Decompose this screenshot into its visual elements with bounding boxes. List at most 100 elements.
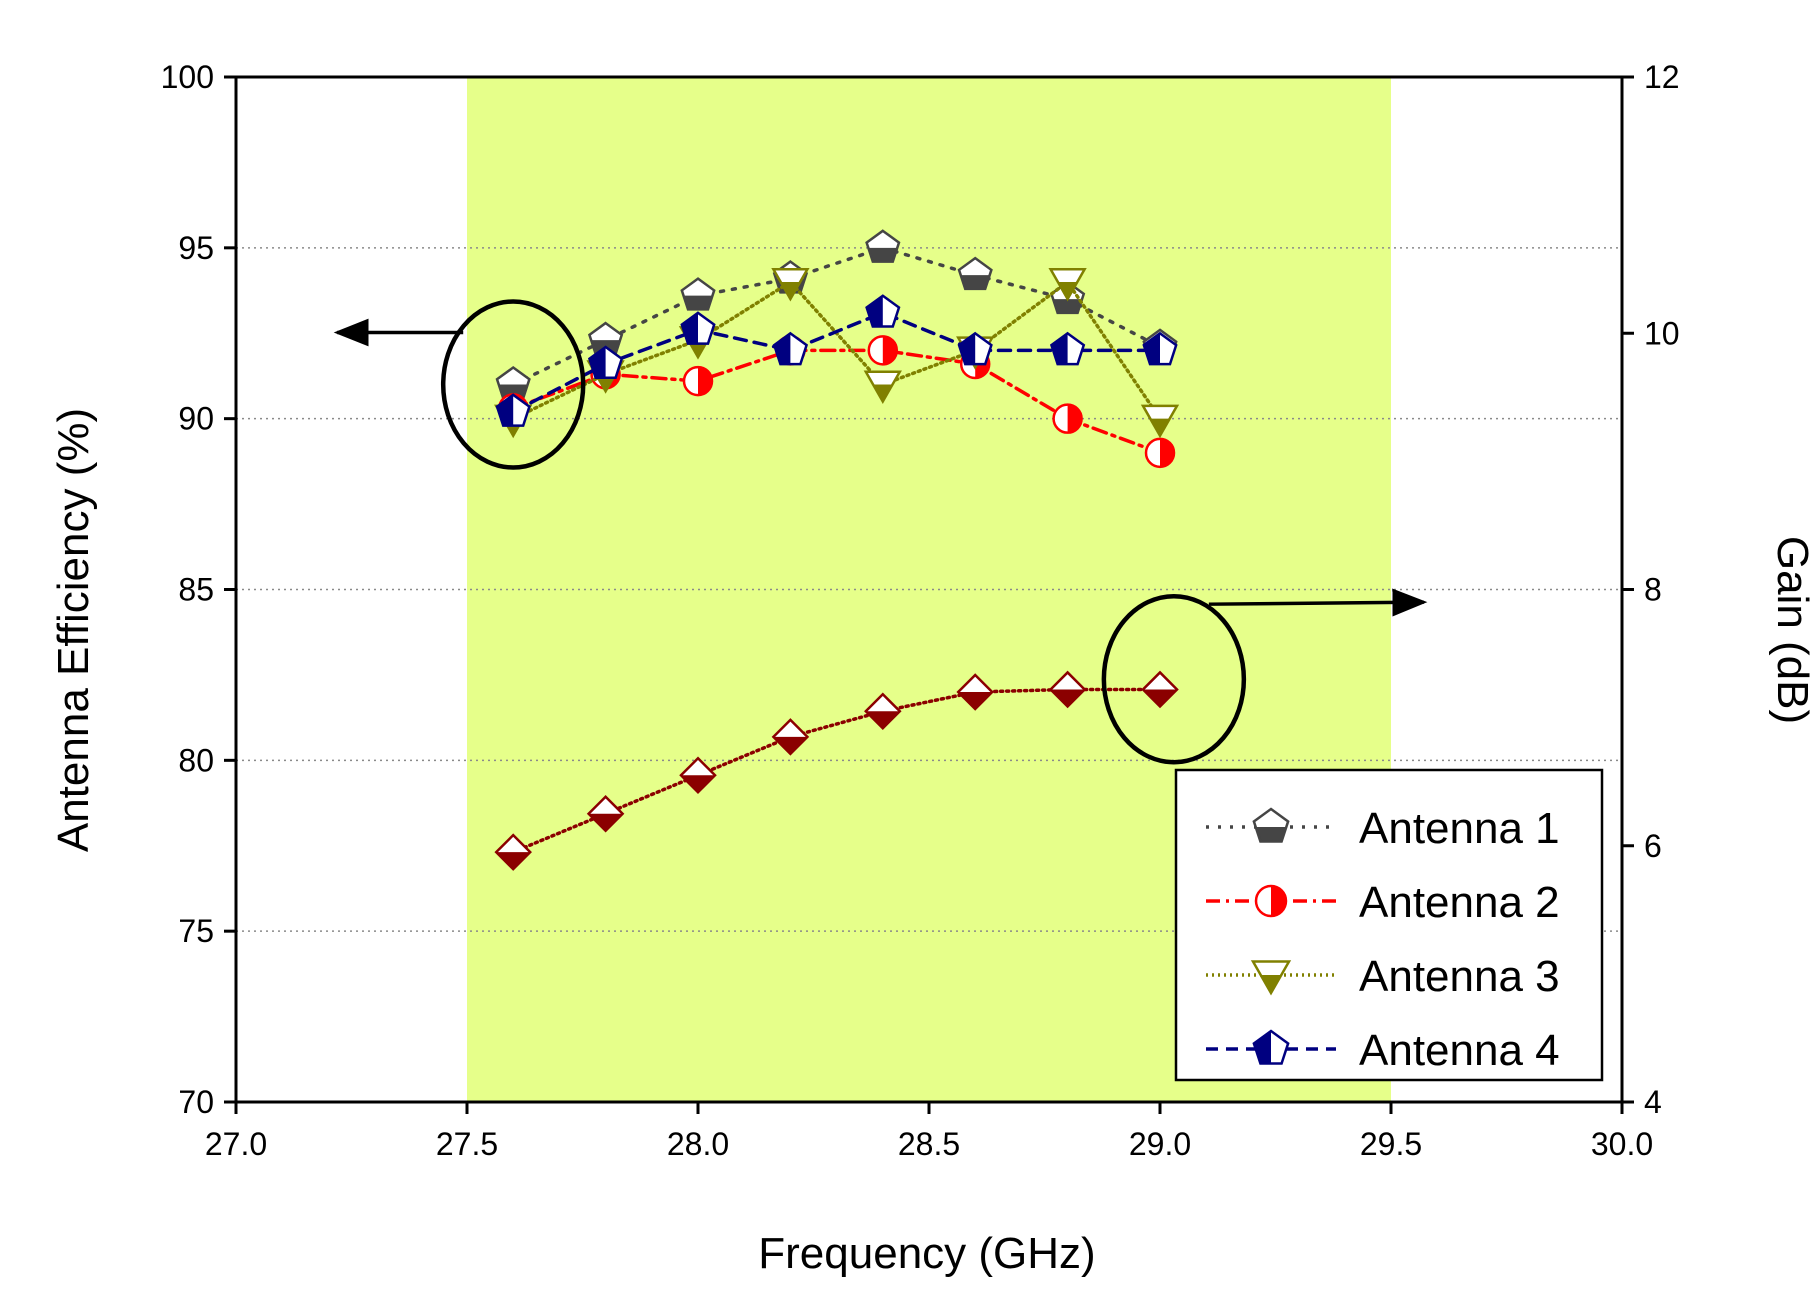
series-4-point-2-fill: [681, 775, 715, 793]
series-2-point-6-fill: [1057, 282, 1078, 299]
annotation-layer: [333, 299, 1428, 765]
series-2-point-7-fill: [1150, 418, 1170, 436]
y-tick-label-4: 90: [178, 401, 214, 437]
y2-tick-label-2: 8: [1644, 572, 1662, 608]
series-2-point-7-outline: [1140, 404, 1180, 439]
series-0-point-6-fill: [1053, 299, 1083, 313]
series-4-point-4-fill: [865, 711, 900, 729]
series-3-point-5-outline: [957, 331, 993, 366]
series-4-point-7-outline: [1141, 670, 1179, 709]
legend-box: [1174, 768, 1604, 1082]
y2-tick-label-3: 10: [1644, 315, 1680, 351]
x-tick-label-2: 28.0: [667, 1126, 729, 1162]
tick-layer: 27.0 27.5 28.0 28.5 29.0 29.5 30.0 70 75 80 85 90 95…: [161, 59, 1680, 1162]
y-tick-label-5: 95: [178, 230, 214, 266]
series-4-point-4-outline: [864, 692, 902, 730]
legend-marker-0-outline: [1252, 807, 1290, 843]
series-4-point-7-fill: [1143, 689, 1177, 707]
y-axis-title: Antenna Efficiency (%): [49, 408, 98, 852]
series-0-point-2: [680, 277, 716, 311]
series-1-point-7: [1144, 437, 1176, 469]
series-2-point-6: [1048, 268, 1087, 302]
series-4-point-1: [586, 794, 625, 833]
series-2-point-3-fill: [780, 282, 801, 299]
series-4-point-3: [771, 718, 810, 756]
series-3-point-1: [587, 345, 624, 379]
y-tick-label-6: 100: [161, 59, 214, 95]
series-1-point-4: [867, 335, 899, 366]
annotation-ellipse-1: [1101, 593, 1247, 765]
series-3-point-4-outline: [865, 294, 901, 328]
series-4-point-5-fill: [958, 692, 993, 709]
series-3-point-6: [1049, 331, 1086, 366]
series-4-point-3-fill: [773, 736, 808, 754]
series-0-point-5-outline: [957, 256, 993, 291]
series-1-point-2-outline: [682, 365, 714, 397]
series-0-point-2-outline: [680, 277, 716, 311]
legend-label-3: Antenna 4: [1359, 1026, 1560, 1075]
legend-marker-1-fill: [1271, 886, 1286, 916]
series-3-point-5: [957, 331, 993, 366]
series-3-point-0: [495, 393, 531, 427]
series-3-point-7-outline: [1142, 331, 1178, 366]
y2-tick-label-4: 12: [1644, 59, 1680, 95]
series-4-point-6: [1048, 670, 1087, 709]
series-0-point-4-fill: [868, 247, 898, 262]
legend-item-1: Antenna 2: [1206, 878, 1560, 927]
y2-tick-label-0: 4: [1644, 1084, 1662, 1120]
legend: Antenna 1 Antenna 2 Antenna 3 Antenna 4: [1174, 768, 1604, 1082]
legend-marker-0-fill: [1255, 827, 1287, 842]
legend-label-1: Antenna 2: [1359, 878, 1560, 927]
series-3-point-2: [680, 311, 716, 345]
legend-marker-2: [1250, 960, 1292, 996]
series-4-point-7: [1141, 670, 1179, 709]
series-0-point-4-outline: [865, 229, 901, 263]
series-4-point-2: [679, 756, 717, 795]
x-tick-label-1: 27.5: [436, 1126, 498, 1162]
annotation-arrow-1: [1208, 588, 1428, 617]
legend-marker-1: [1254, 884, 1288, 918]
x-tick-label-6: 30.0: [1591, 1126, 1653, 1162]
series-1-point-6-fill: [1067, 404, 1082, 433]
legend-label-2: Antenna 3: [1359, 952, 1560, 1001]
series-2-point-7: [1140, 404, 1180, 439]
series-2-point-4: [863, 370, 902, 405]
legend-marker-2-fill: [1260, 975, 1282, 993]
legend-marker-1-outline: [1254, 884, 1288, 918]
series-4-point-0-fill: [496, 852, 531, 870]
y-tick-label-3: 85: [178, 572, 214, 608]
series-3: [495, 294, 1178, 427]
series-3-point-3: [772, 331, 809, 366]
y-tick-label-1: 75: [178, 913, 214, 949]
legend-marker-3: [1252, 1029, 1290, 1065]
legend-item-0: Antenna 1: [1206, 804, 1560, 853]
series-2-point-3-outline: [771, 268, 810, 302]
series-1-point-6: [1052, 403, 1083, 434]
series-1-point-7-outline: [1144, 437, 1176, 469]
legend-item-3: Antenna 4: [1206, 1026, 1560, 1075]
series-0-point-4: [865, 229, 901, 263]
series-3-point-3-outline: [772, 331, 809, 366]
series-3-point-2-outline: [680, 311, 716, 345]
series-1-point-4-fill: [882, 336, 897, 365]
series-1-point-2-fill: [698, 367, 712, 396]
series-4-point-0-outline: [494, 833, 532, 871]
series-4-point-2-outline: [679, 756, 717, 795]
y2-tick-label-1: 6: [1644, 828, 1662, 864]
series-4: [494, 670, 1179, 871]
y-tick-label-0: 70: [178, 1084, 214, 1120]
series-1-point-4-outline: [867, 335, 899, 366]
series-line-0: [511, 245, 1162, 387]
series-4-point-5: [956, 673, 994, 711]
series-3-point-6-outline: [1049, 331, 1086, 366]
series-0-point-0-fill: [498, 384, 528, 399]
series-line-1: [511, 348, 1162, 455]
legend-marker-3-outline: [1252, 1029, 1290, 1065]
series-4-point-0: [494, 833, 532, 871]
legend-marker-0: [1252, 807, 1290, 843]
legend-label-0: Antenna 1: [1359, 804, 1560, 853]
series-3-point-7: [1142, 331, 1178, 366]
series-0-point-2-fill: [683, 295, 713, 310]
series-4-point-3-outline: [771, 718, 810, 756]
x-tick-label-3: 28.5: [898, 1126, 960, 1162]
